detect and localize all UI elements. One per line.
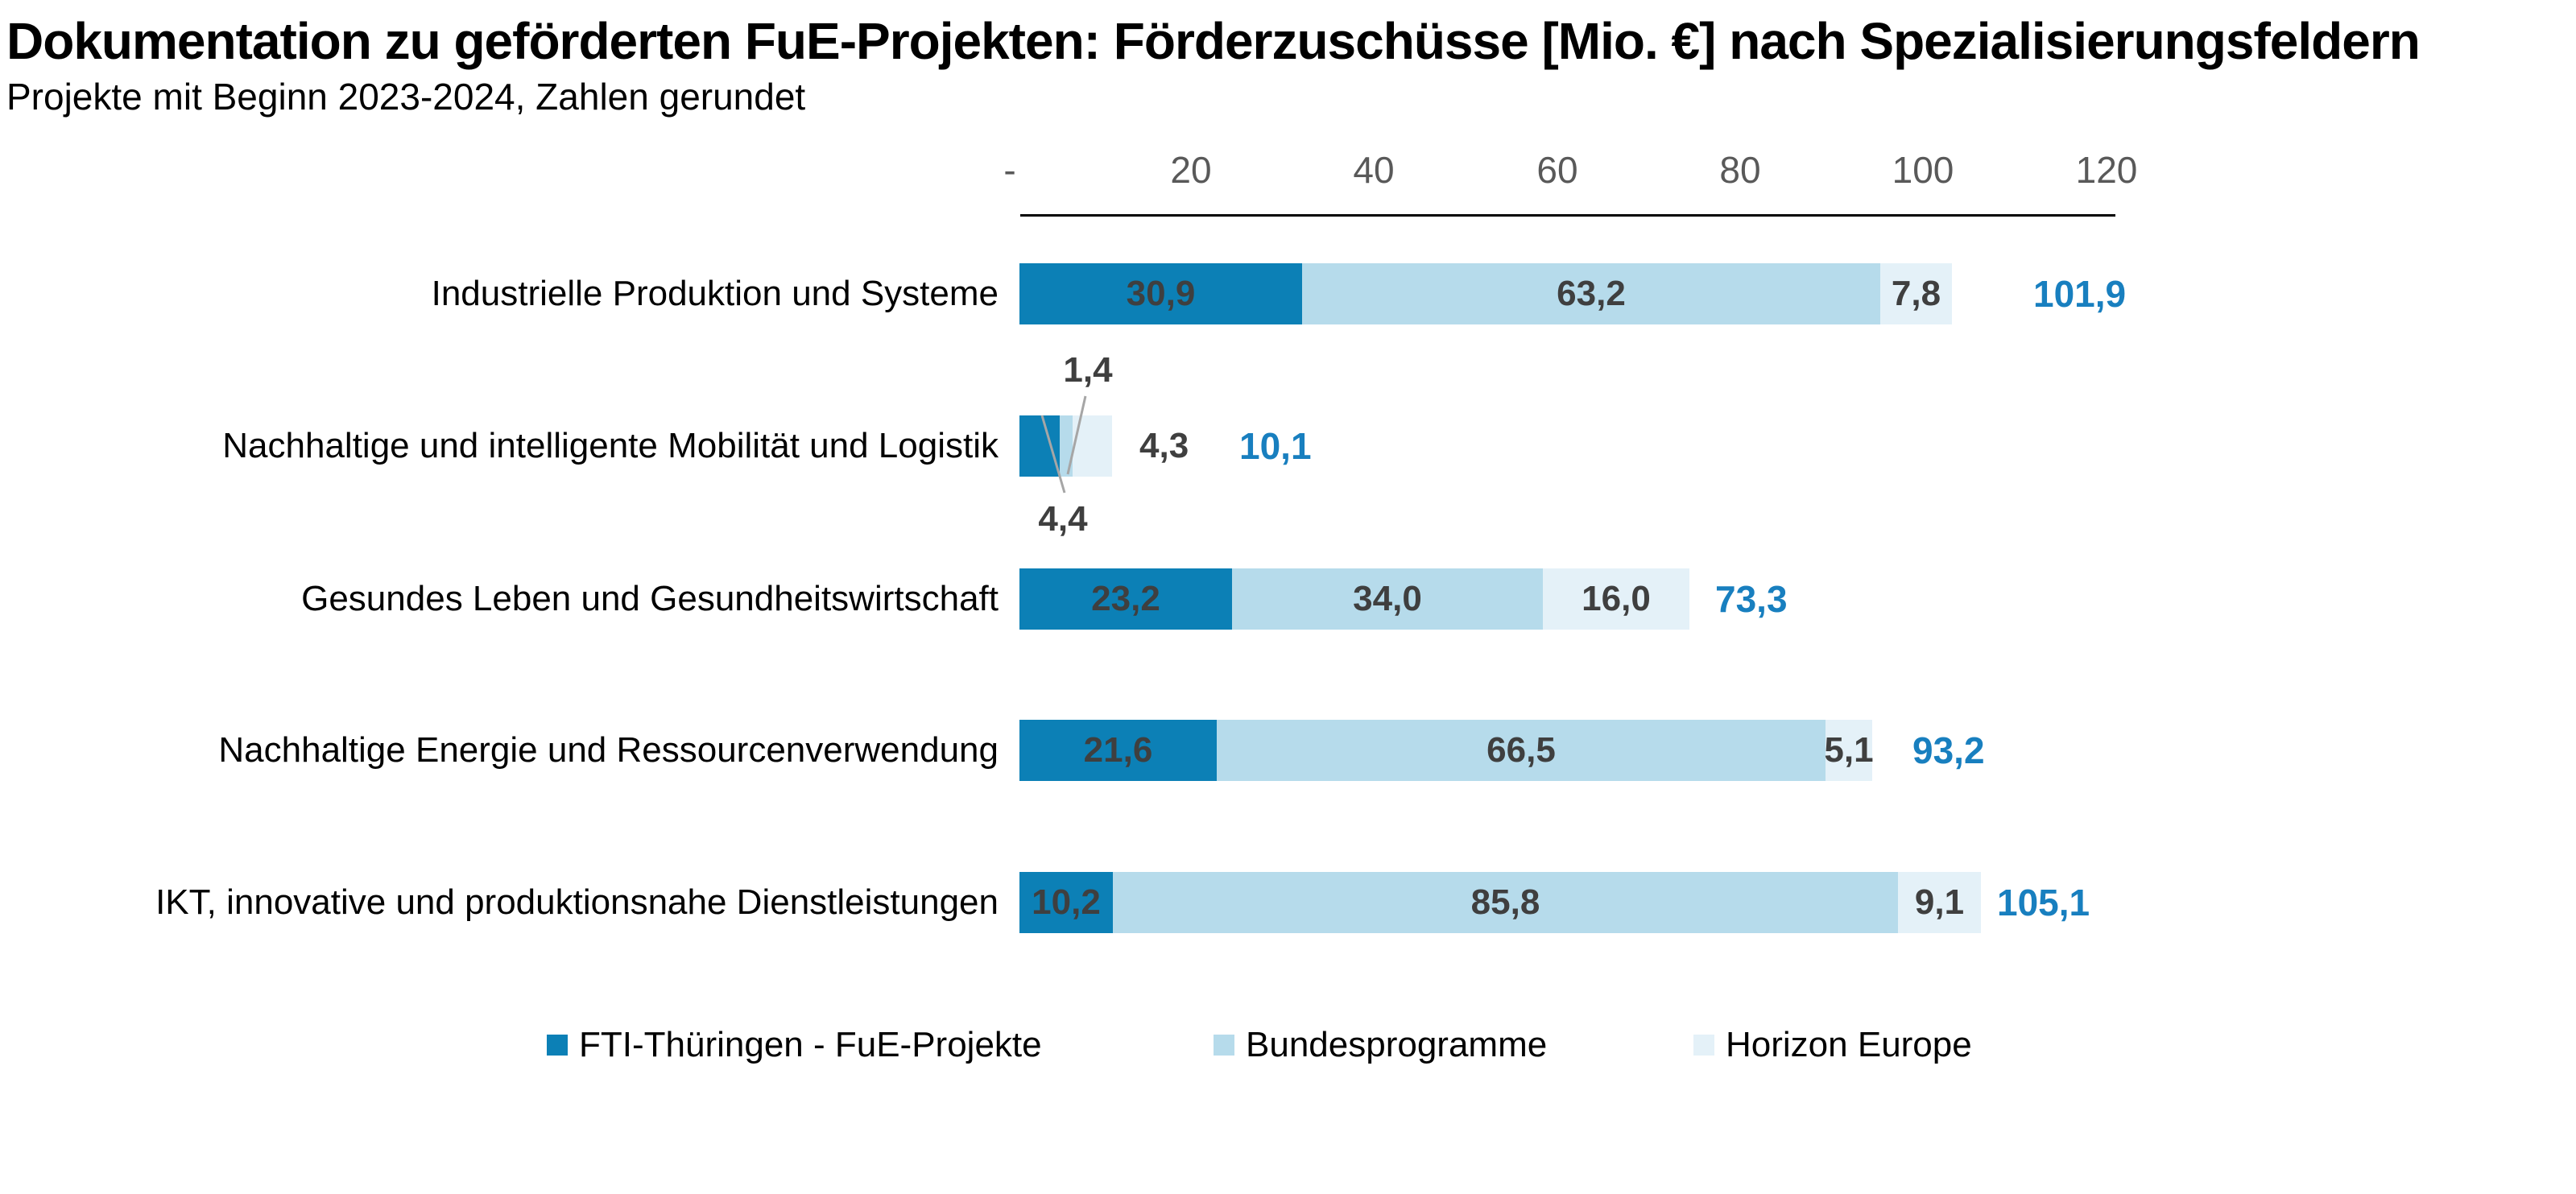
x-axis-tick-label: 80 (1719, 149, 1761, 191)
segment-value-label: 85,8 (1470, 882, 1540, 922)
bar-segment-horizon (1073, 415, 1112, 477)
x-axis-line (1020, 214, 2115, 217)
total-value-label: 10,1 (1239, 425, 1312, 467)
segment-value-label: 63,2 (1557, 274, 1626, 313)
bar-segment-fti (1019, 415, 1060, 477)
category-label: Industrielle Produktion und Systeme (431, 274, 999, 313)
legend-label: FTI-Thüringen - FuE-Projekte (579, 1025, 1042, 1064)
bar-segment-horizon: 5,1 (1824, 720, 1874, 781)
bar-segment-bund: 63,2 (1302, 263, 1880, 324)
chart-title: Dokumentation zu geförderten FuE-Projekt… (6, 12, 2421, 70)
legend-swatch-horizon (1693, 1035, 1714, 1056)
bar-segment-horizon: 16,0 (1543, 568, 1689, 630)
category-label: Nachhaltige Energie und Ressourcenverwen… (218, 730, 999, 770)
segment-value-label: 66,5 (1486, 730, 1556, 770)
x-axis-tick-label: 40 (1353, 149, 1395, 191)
legend-label: Horizon Europe (1726, 1025, 1972, 1064)
segment-value-label: 16,0 (1582, 579, 1651, 618)
total-value-label: 105,1 (1997, 882, 2090, 923)
category-label: IKT, innovative und produktionsnahe Dien… (155, 882, 999, 922)
callout-value-label-fti: 4,4 (1038, 499, 1088, 539)
bar-row: 23,2 34,0 16,0 (1019, 568, 1689, 630)
legend-swatch-fti (547, 1035, 568, 1056)
segment-value-label: 21,6 (1083, 730, 1153, 770)
x-axis-tick-label: 60 (1536, 149, 1578, 191)
segment-value-label: 9,1 (1914, 882, 1965, 922)
total-value-label: 101,9 (2033, 273, 2127, 315)
bar-row (1019, 415, 1112, 477)
bar-row: 30,9 63,2 7,8 (1019, 263, 1952, 324)
bar-segment-fti: 23,2 (1019, 568, 1232, 630)
category-label: Gesundes Leben und Gesundheitswirtschaft (301, 579, 999, 618)
bar-segment-bund: 85,8 (1113, 872, 1898, 933)
chart-subtitle: Projekte mit Beginn 2023-2024, Zahlen ge… (6, 76, 806, 118)
x-axis-tick-label: 20 (1170, 149, 1212, 191)
bar-segment-fti: 30,9 (1019, 263, 1302, 324)
bar-segment-bund (1060, 415, 1073, 477)
legend-swatch-bund (1214, 1035, 1234, 1056)
callout-value-label-bund: 1,4 (1063, 350, 1113, 390)
bar-segment-bund: 34,0 (1232, 568, 1543, 630)
bar-segment-horizon: 9,1 (1898, 872, 1981, 933)
legend-item-horizon: Horizon Europe (1693, 1024, 1972, 1066)
x-axis-tick-label: - (1003, 149, 1016, 191)
callout-value-label-horizon: 4,3 (1139, 426, 1189, 465)
legend-label: Bundesprogramme (1246, 1025, 1548, 1064)
bar-segment-horizon: 7,8 (1880, 263, 1952, 324)
category-label: Nachhaltige und intelligente Mobilität u… (222, 426, 999, 465)
legend-item-fti: FTI-Thüringen - FuE-Projekte (547, 1024, 1042, 1066)
bar-row: 21,6 66,5 5,1 (1019, 720, 1874, 781)
bar-row: 10,2 85,8 9,1 (1019, 872, 1981, 933)
segment-value-label: 30,9 (1126, 274, 1196, 313)
x-axis-tick-label: 100 (1892, 149, 1954, 191)
total-value-label: 93,2 (1912, 729, 1985, 771)
bar-segment-fti: 21,6 (1019, 720, 1217, 781)
total-value-label: 73,3 (1715, 578, 1788, 620)
bar-segment-bund: 66,5 (1217, 720, 1826, 781)
segment-value-label: 5,1 (1824, 730, 1874, 770)
segment-value-label: 34,0 (1353, 579, 1422, 618)
x-axis-tick-label: 120 (2075, 149, 2138, 191)
legend-item-bund: Bundesprogramme (1214, 1024, 1547, 1066)
bar-segment-fti: 10,2 (1019, 872, 1113, 933)
segment-value-label: 10,2 (1032, 882, 1101, 922)
segment-value-label: 23,2 (1091, 579, 1160, 618)
segment-value-label: 7,8 (1891, 274, 1941, 313)
